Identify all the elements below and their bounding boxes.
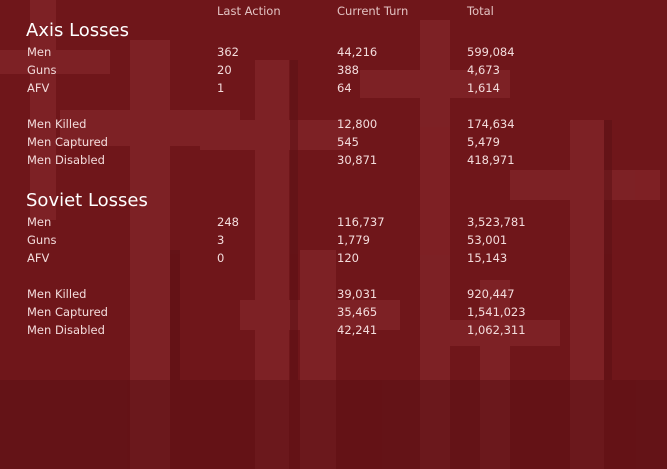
row-label: AFV [27,251,50,265]
row-label: Men Disabled [27,323,105,337]
cell-value: 42,241 [337,323,378,337]
row-label: AFV [27,81,50,95]
cell-value: 388 [337,63,359,77]
cell-value: 1,062,311 [467,323,526,337]
cell-value: 174,634 [467,117,515,131]
cell-value: 545 [337,135,359,149]
column-header: Last Action [217,4,281,18]
cell-value: 64 [337,81,352,95]
cell-value: 1 [217,81,225,95]
row-label: Men [27,215,52,229]
row-label: Men Captured [27,305,108,319]
section-title: Axis Losses [26,20,129,41]
column-header: Total [467,4,494,18]
column-header: Current Turn [337,4,409,18]
cell-value: 418,971 [467,153,515,167]
cell-value: 920,447 [467,287,515,301]
cell-value: 4,673 [467,63,500,77]
cell-value: 3,523,781 [467,215,526,229]
cell-value: 3 [217,233,225,247]
cell-value: 35,465 [337,305,378,319]
cell-value: 30,871 [337,153,378,167]
row-label: Men Captured [27,135,108,149]
row-label: Guns [27,63,57,77]
cell-value: 1,541,023 [467,305,526,319]
cell-value: 15,143 [467,251,508,265]
cell-value: 120 [337,251,359,265]
cell-value: 44,216 [337,45,378,59]
row-label: Men Killed [27,287,87,301]
row-label: Men [27,45,52,59]
cell-value: 116,737 [337,215,385,229]
cell-value: 39,031 [337,287,378,301]
cell-value: 53,001 [467,233,508,247]
cell-value: 1,779 [337,233,370,247]
cell-value: 248 [217,215,239,229]
cell-value: 20 [217,63,232,77]
cell-value: 5,479 [467,135,500,149]
cell-value: 362 [217,45,239,59]
section-title: Soviet Losses [26,190,148,211]
row-label: Men Disabled [27,153,105,167]
cell-value: 0 [217,251,225,265]
cell-value: 599,084 [467,45,515,59]
row-label: Men Killed [27,117,87,131]
row-label: Guns [27,233,57,247]
cell-value: 12,800 [337,117,378,131]
cell-value: 1,614 [467,81,500,95]
